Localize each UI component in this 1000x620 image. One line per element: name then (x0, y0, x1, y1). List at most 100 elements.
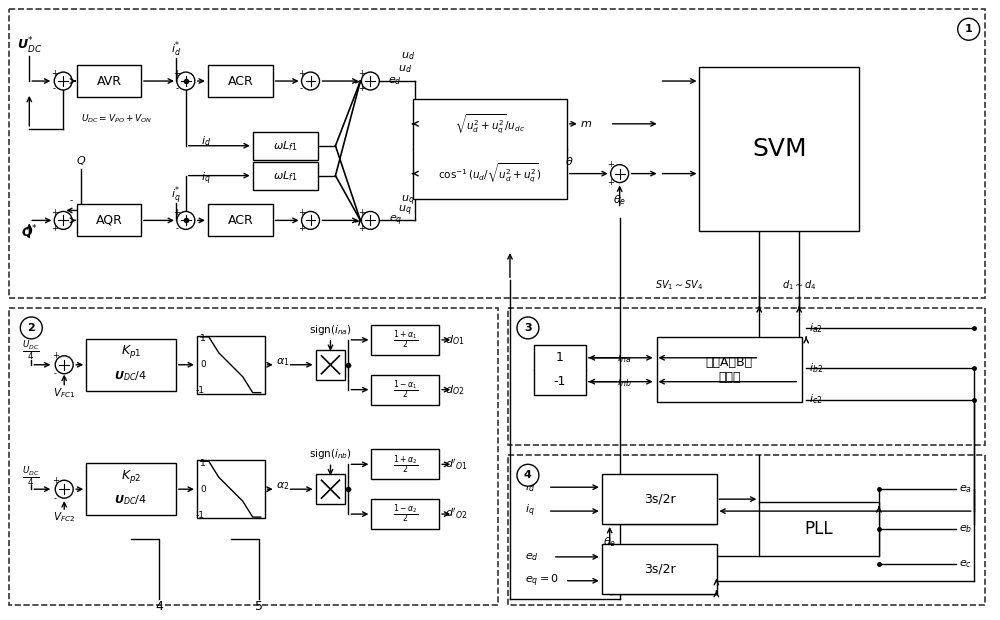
Text: $i^{*}_{q}$: $i^{*}_{q}$ (171, 184, 181, 206)
Text: 1: 1 (200, 459, 206, 468)
Bar (77, 65, 141, 97)
Text: ACR: ACR (228, 74, 254, 87)
Text: $u_d$: $u_d$ (398, 63, 412, 75)
Text: -: - (175, 84, 178, 94)
Bar (602, 474, 717, 524)
Bar (413, 99, 567, 198)
Bar (77, 205, 141, 236)
Text: $u_q$: $u_q$ (401, 193, 415, 208)
Text: 5: 5 (255, 600, 263, 613)
Text: -1: -1 (195, 386, 204, 395)
Bar (602, 544, 717, 594)
Circle shape (302, 211, 320, 229)
Bar (371, 450, 439, 479)
Bar (371, 374, 439, 405)
Text: $\boldsymbol{U}_{DC}/4$: $\boldsymbol{U}_{DC}/4$ (114, 369, 148, 383)
Bar (534, 345, 586, 394)
Text: $U_{DC}=V_{PO}+V_{ON}$: $U_{DC}=V_{PO}+V_{ON}$ (81, 113, 152, 125)
Text: 3: 3 (524, 323, 532, 333)
Text: $SV_1{\sim}SV_4$: $SV_1{\sim}SV_4$ (655, 278, 704, 292)
Text: $e_d$: $e_d$ (388, 75, 402, 87)
Text: +: + (298, 224, 305, 233)
Text: +: + (52, 352, 59, 360)
Circle shape (611, 165, 629, 182)
Bar (759, 502, 879, 556)
Text: $\boldsymbol{Q}^{*}$: $\boldsymbol{Q}^{*}$ (21, 224, 38, 241)
Text: $\frac{1+\alpha_2}{2}$: $\frac{1+\alpha_2}{2}$ (393, 453, 418, 476)
Text: $\frac{U_{DC}}{4}$: $\frac{U_{DC}}{4}$ (22, 340, 40, 363)
Text: +: + (173, 208, 180, 217)
Text: 3s/2r: 3s/2r (644, 493, 675, 506)
Text: $i_{a2}$: $i_{a2}$ (809, 321, 823, 335)
Bar (508, 308, 985, 445)
Text: +: + (607, 160, 614, 169)
Text: PLL: PLL (805, 520, 833, 538)
Circle shape (517, 464, 539, 486)
Text: AQR: AQR (96, 214, 123, 227)
Circle shape (302, 72, 320, 90)
Text: $\omega L_{f1}$: $\omega L_{f1}$ (273, 139, 298, 153)
Text: +: + (51, 69, 58, 78)
Text: $m$: $m$ (580, 119, 592, 129)
Text: $\boldsymbol{U}^{*}_{DC}$: $\boldsymbol{U}^{*}_{DC}$ (17, 36, 42, 56)
Text: $\frac{1-\alpha_1}{2}$: $\frac{1-\alpha_1}{2}$ (393, 378, 418, 401)
Bar (657, 337, 802, 402)
Text: SVM: SVM (752, 137, 807, 161)
Circle shape (177, 211, 195, 229)
Text: -: - (300, 84, 303, 94)
Text: +: + (358, 69, 365, 78)
Text: $d_{O1}$: $d_{O1}$ (445, 333, 465, 347)
Text: 1: 1 (556, 352, 564, 365)
Bar (197, 460, 265, 518)
Text: +: + (298, 208, 305, 217)
Bar (371, 325, 439, 355)
Text: $i_{b2}$: $i_{b2}$ (809, 361, 823, 374)
Text: 2: 2 (27, 323, 35, 333)
Text: $\frac{U_{DC}}{4}$: $\frac{U_{DC}}{4}$ (22, 466, 40, 489)
Bar (86, 463, 176, 515)
Text: $\sqrt{u^2_d+u^2_q}/u_{dc}$: $\sqrt{u^2_d+u^2_q}/u_{dc}$ (455, 112, 525, 136)
Text: $i_{nb}$: $i_{nb}$ (617, 374, 632, 389)
Bar (371, 499, 439, 529)
Bar (316, 474, 345, 504)
Text: +: + (173, 69, 180, 78)
Text: $\omega L_{f1}$: $\omega L_{f1}$ (273, 169, 298, 182)
Circle shape (958, 19, 980, 40)
Text: $e_a$: $e_a$ (959, 484, 972, 495)
Text: $d'_{O2}$: $d'_{O2}$ (445, 507, 468, 521)
Circle shape (517, 317, 539, 339)
Text: $\mathrm{sign}(i_{nb})$: $\mathrm{sign}(i_{nb})$ (309, 448, 352, 461)
Text: -: - (54, 370, 57, 378)
Bar (208, 65, 273, 97)
Text: $V_{FC1}$: $V_{FC1}$ (53, 386, 75, 399)
Text: $\boldsymbol{U}_{DC}/4$: $\boldsymbol{U}_{DC}/4$ (114, 494, 148, 507)
Text: $\theta$: $\theta$ (565, 154, 574, 167)
Circle shape (54, 211, 72, 229)
Circle shape (361, 211, 379, 229)
Bar (86, 339, 176, 391)
Text: $K_{p2}$: $K_{p2}$ (121, 467, 141, 485)
Text: +: + (358, 224, 365, 233)
Bar (508, 455, 985, 604)
Circle shape (20, 317, 42, 339)
Bar (699, 66, 859, 231)
Text: $i_q$: $i_q$ (201, 170, 211, 187)
Bar (9, 308, 498, 604)
Text: $i^{*}_{d}$: $i^{*}_{d}$ (171, 40, 181, 59)
Text: $d_{O2}$: $d_{O2}$ (445, 383, 464, 397)
Text: -1: -1 (195, 511, 204, 520)
Text: $u_q$: $u_q$ (398, 203, 412, 218)
Text: $\theta_e$: $\theta_e$ (613, 193, 626, 208)
Text: 4: 4 (524, 470, 532, 480)
Text: 4: 4 (155, 600, 163, 613)
Text: -: - (54, 494, 57, 503)
Bar (253, 132, 318, 160)
Text: ACR: ACR (228, 214, 254, 227)
Bar (9, 9, 985, 298)
Bar (208, 205, 273, 236)
Text: -: - (53, 84, 56, 94)
Text: 0: 0 (200, 360, 206, 370)
Bar (316, 350, 345, 379)
Text: 0: 0 (200, 485, 206, 494)
Text: $d_1{\sim}d_4$: $d_1{\sim}d_4$ (782, 278, 817, 292)
